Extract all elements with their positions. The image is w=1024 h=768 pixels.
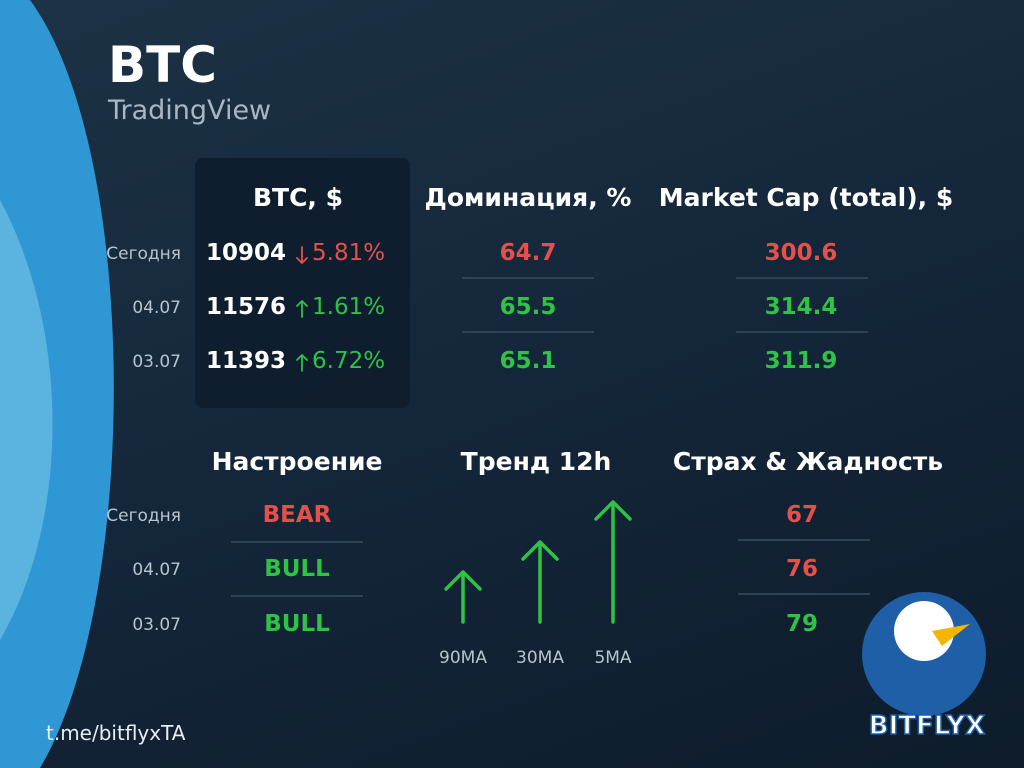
price: 11393 bbox=[206, 348, 287, 374]
sentiment-value: BULL bbox=[264, 611, 330, 637]
logo-text: BITFLYX bbox=[869, 711, 985, 741]
fear-greed-value: 76 bbox=[785, 556, 819, 582]
price-change: 1.61% bbox=[312, 294, 386, 320]
sentiment-header: Настроение bbox=[211, 447, 383, 476]
fear-greed-value: 67 bbox=[785, 502, 819, 528]
market-cap-value: 311.9 bbox=[764, 348, 838, 374]
separator bbox=[738, 539, 870, 541]
price-change: 6.72% bbox=[312, 348, 386, 374]
logo: BITFLYX bbox=[862, 592, 986, 742]
market-cap-value: 314.4 bbox=[764, 294, 838, 320]
separator bbox=[736, 277, 868, 279]
footer-link: t.me/bitflyxTA bbox=[46, 721, 186, 745]
row-date: 04.07 bbox=[132, 560, 181, 580]
trend-label: 5MA bbox=[594, 648, 632, 668]
separator bbox=[462, 277, 594, 279]
fear-greed-value: 79 bbox=[785, 611, 819, 637]
separator bbox=[736, 331, 868, 333]
price: 11576 bbox=[206, 294, 287, 320]
price: 10904 bbox=[206, 240, 287, 266]
dominance-header: Доминация, % bbox=[424, 183, 632, 212]
trend-label: 90MA bbox=[439, 648, 487, 668]
market-cap-value: 300.6 bbox=[764, 240, 838, 266]
separator bbox=[231, 595, 363, 597]
dominance-value: 65.1 bbox=[499, 348, 557, 374]
separator bbox=[738, 593, 870, 595]
btc-header: BTC, $ bbox=[252, 183, 344, 212]
title: BTC bbox=[108, 36, 217, 94]
row-date: 03.07 bbox=[132, 615, 181, 635]
trend-label: 30MA bbox=[516, 648, 564, 668]
sentiment-value: BEAR bbox=[262, 502, 332, 528]
market-cap-header: Market Cap (total), $ bbox=[658, 183, 954, 212]
trend-header: Тренд 12h bbox=[460, 447, 612, 476]
sentiment-value: BULL bbox=[264, 556, 330, 582]
row-date: 04.07 bbox=[132, 298, 181, 318]
separator bbox=[231, 541, 363, 543]
separator bbox=[462, 331, 594, 333]
price-change: 5.81% bbox=[312, 240, 386, 266]
subtitle: TradingView bbox=[108, 95, 272, 126]
fear-greed-header: Страх & Жадность bbox=[672, 447, 944, 476]
row-date: Сегодня bbox=[106, 244, 181, 264]
dominance-value: 64.7 bbox=[499, 240, 557, 266]
row-date: 03.07 bbox=[132, 352, 181, 372]
row-date: Сегодня bbox=[106, 506, 181, 526]
dominance-value: 65.5 bbox=[499, 294, 557, 320]
